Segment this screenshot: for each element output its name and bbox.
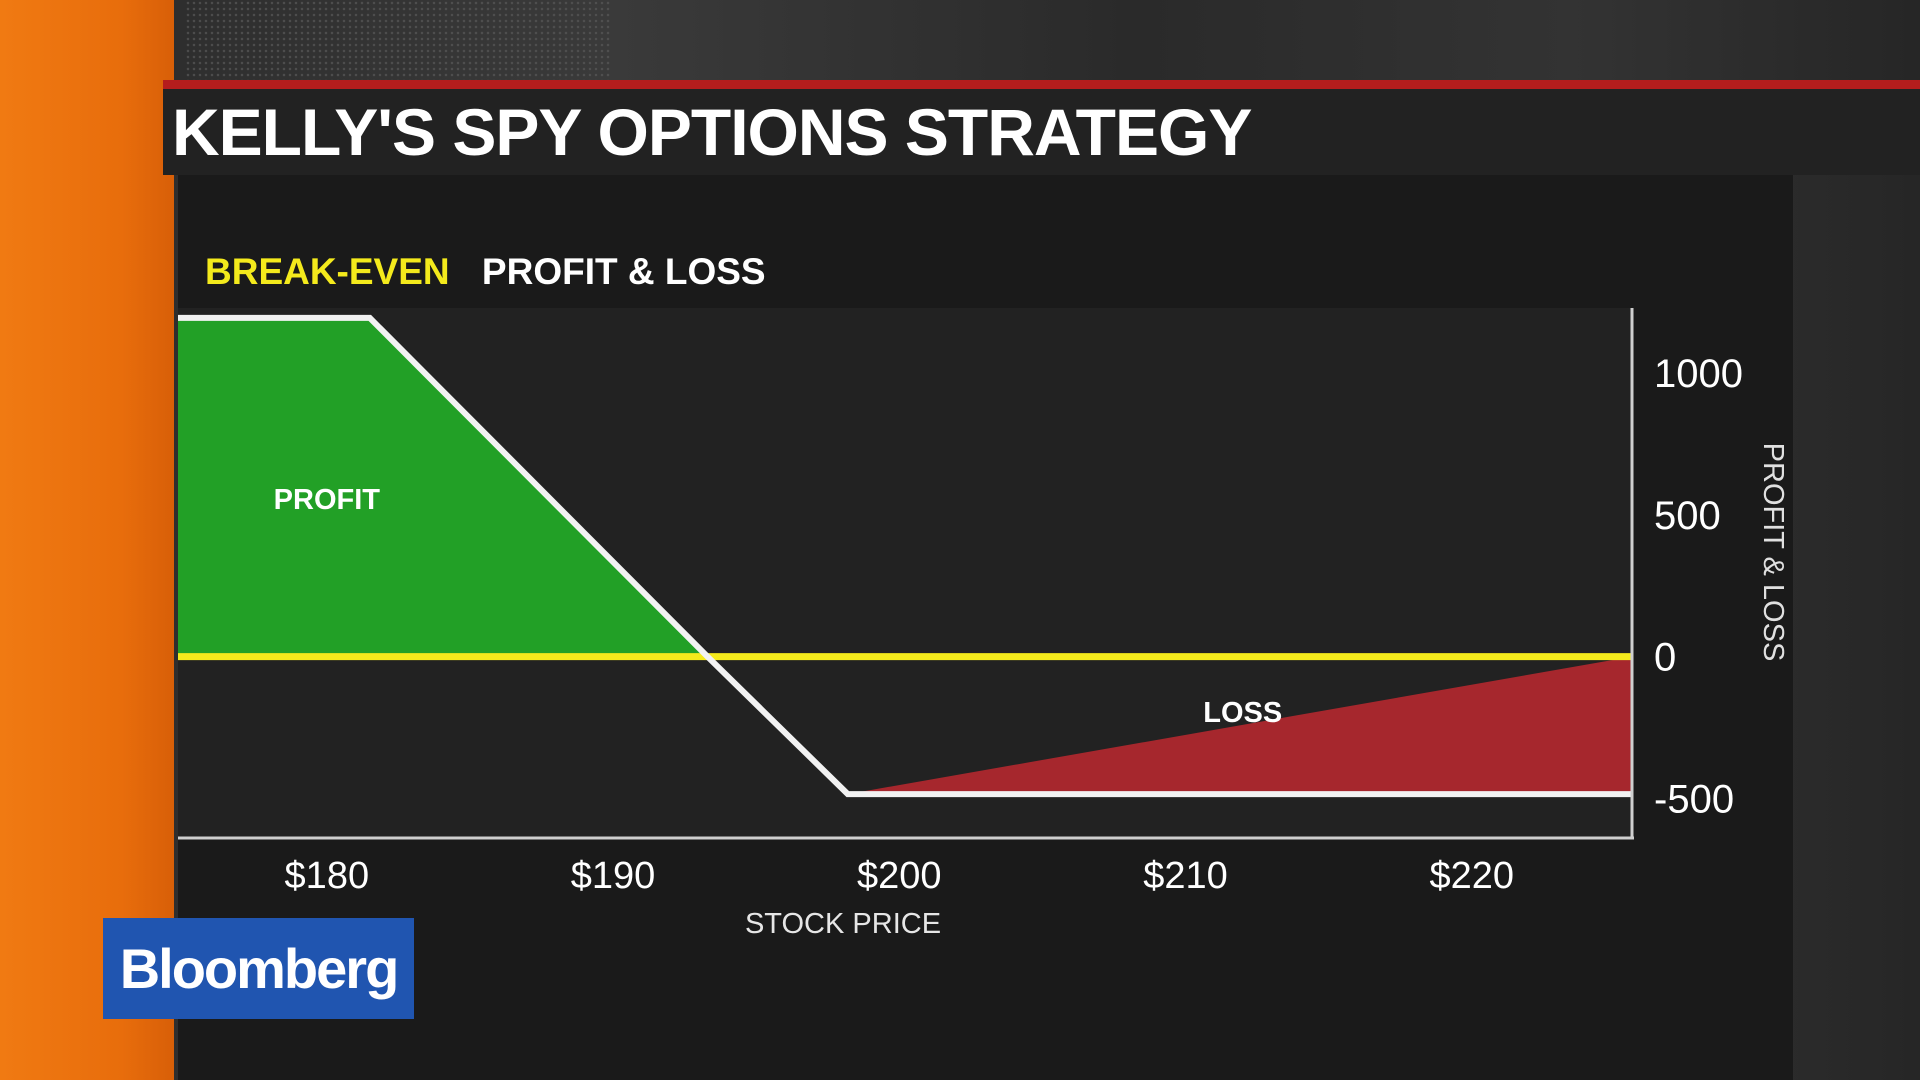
chart-annotations: PROFIT LOSS [274, 484, 1283, 729]
y-tick-label: -500 [1654, 777, 1734, 821]
legend: BREAK-EVEN PROFIT & LOSS [205, 248, 766, 296]
x-tick-label: $210 [1143, 855, 1228, 897]
annotation-loss: LOSS [1203, 697, 1282, 729]
annotation-profit: PROFIT [274, 484, 381, 516]
x-tick-label: $200 [857, 855, 942, 897]
y-tick-labels: 1000 500 0 -500 [1654, 352, 1743, 821]
x-tick-label: $190 [571, 855, 656, 897]
chart-title: KELLY'S SPY OPTIONS STRATEGY [172, 95, 1252, 169]
y-tick-label: 1000 [1654, 352, 1743, 396]
profit-area [178, 317, 708, 657]
bloomberg-logo: Bloomberg [103, 918, 414, 1019]
y-axis-label: PROFIT & LOSS [1757, 443, 1789, 662]
x-axis-label: STOCK PRICE [745, 908, 941, 940]
legend-breakeven: BREAK-EVEN [205, 251, 450, 292]
legend-profit-loss: PROFIT & LOSS [481, 251, 766, 292]
loss-area [847, 656, 1632, 795]
y-tick-label: 0 [1654, 636, 1676, 680]
x-tick-labels: $180 $190 $200 $210 $220 [285, 855, 1514, 897]
orange-side-bar [0, 0, 174, 1080]
x-tick-label: $220 [1429, 855, 1514, 897]
y-tick-label: 500 [1654, 494, 1721, 538]
x-tick-label: $180 [285, 855, 370, 897]
payoff-line [178, 314, 1632, 798]
title-accent-line [163, 80, 1920, 89]
title-band [163, 89, 1920, 175]
dot-pattern [185, 0, 610, 80]
